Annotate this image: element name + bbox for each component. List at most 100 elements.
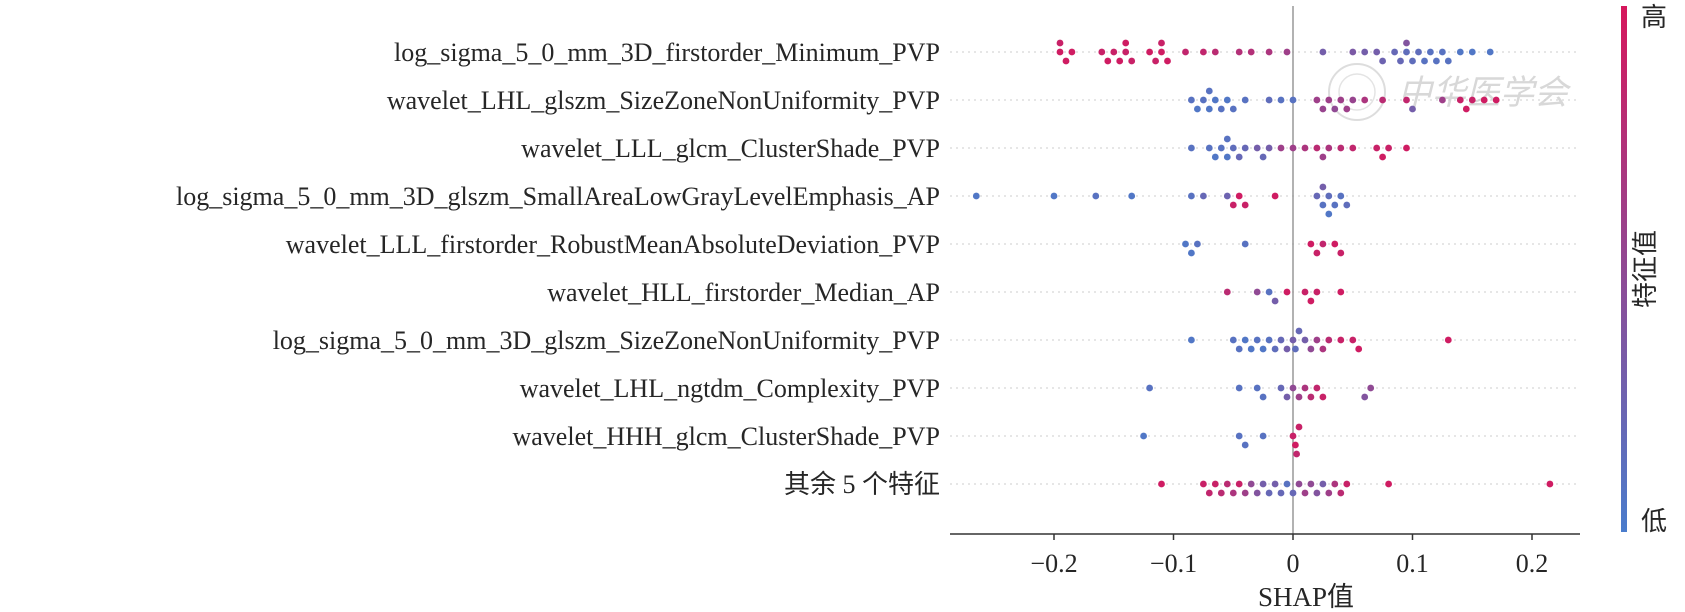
shap-point (1271, 297, 1279, 305)
shap-point (1331, 105, 1339, 113)
shap-point (1247, 345, 1255, 353)
watermark-seal (1328, 63, 1386, 121)
shap-point (1319, 153, 1327, 161)
shap-point (1385, 480, 1392, 488)
shap-point (1319, 201, 1327, 209)
shap-point (1265, 144, 1273, 152)
shap-point (1259, 153, 1267, 161)
shap-point (1456, 96, 1464, 104)
shap-point (1205, 87, 1213, 95)
x-tick-label: 0 (1287, 549, 1300, 578)
shap-point (1140, 432, 1147, 440)
shap-point (1379, 153, 1386, 161)
shap-point (1182, 48, 1189, 56)
shap-point (1307, 240, 1315, 248)
shap-point (1289, 336, 1297, 344)
x-tick-label: 0.1 (1396, 549, 1429, 578)
feature-label: wavelet_LLL_firstorder_RobustMeanAbsolut… (286, 230, 940, 259)
shap-point (1319, 480, 1327, 488)
shap-point (1289, 489, 1297, 497)
shap-point (1313, 96, 1321, 104)
shap-point (1403, 39, 1410, 47)
shap-point (1188, 336, 1195, 344)
shap-point (1235, 480, 1243, 488)
shap-point (1373, 144, 1381, 152)
shap-point (1200, 480, 1207, 488)
shap-point (1439, 96, 1446, 104)
shap-point (1223, 135, 1231, 143)
shap-point (1235, 48, 1243, 56)
shap-point (1301, 288, 1309, 296)
shap-point (1146, 384, 1153, 392)
shap-point (1241, 489, 1249, 497)
shap-point (1194, 105, 1201, 113)
shap-point (1325, 336, 1333, 344)
shap-point (1313, 489, 1321, 497)
shap-point (1439, 48, 1446, 56)
feature-label: log_sigma_5_0_mm_3D_firstorder_Minimum_P… (394, 38, 940, 67)
shap-point (1313, 144, 1321, 152)
shap-point (1277, 336, 1285, 344)
shap-point (1229, 336, 1237, 344)
shap-point (1188, 96, 1195, 104)
shap-point (1289, 96, 1297, 104)
shap-point (1235, 384, 1243, 392)
shap-point (1361, 48, 1369, 56)
shap-point (1116, 57, 1124, 65)
shap-point (1229, 489, 1237, 497)
shap-point (1283, 345, 1291, 353)
shap-point (1283, 393, 1291, 401)
shap-point (1241, 96, 1249, 104)
shap-point (1293, 450, 1300, 458)
shap-point (1349, 144, 1357, 152)
feature-label: 其余 5 个特征 (784, 470, 940, 499)
shap-point (1200, 192, 1207, 200)
shap-point (1301, 489, 1309, 497)
shap-point (1361, 96, 1369, 104)
shap-point (1092, 192, 1100, 200)
shap-point (1307, 297, 1315, 305)
shap-point (1444, 336, 1452, 344)
shap-point (1182, 240, 1189, 248)
shap-point (1444, 57, 1452, 65)
shap-point (1462, 105, 1470, 113)
shap-point (1158, 48, 1165, 56)
shap-point (1325, 144, 1333, 152)
watermark: 中华医学会 (1328, 63, 1572, 121)
shap-point (1319, 105, 1327, 113)
shap-point (1128, 192, 1136, 200)
watermark-text: 中华医学会 (1398, 73, 1572, 113)
shap-point (1229, 144, 1237, 152)
shap-point (1289, 432, 1297, 440)
shap-point (1283, 288, 1291, 296)
shap-point (1271, 192, 1279, 200)
shap-point (1211, 480, 1219, 488)
shap-point (1223, 288, 1231, 296)
shap-point (1337, 96, 1345, 104)
shap-point (1409, 57, 1416, 65)
row-gridlines (950, 51, 1580, 485)
shap-point (1331, 480, 1339, 488)
shap-point (1217, 144, 1225, 152)
shap-point (1259, 480, 1267, 488)
shap-point (1349, 96, 1357, 104)
shap-point (1373, 48, 1381, 56)
shap-point (1301, 336, 1309, 344)
shap-point (1253, 489, 1261, 497)
shap-point (1188, 192, 1195, 200)
shap-point (1468, 48, 1476, 56)
shap-point (1265, 96, 1273, 104)
shap-point (1200, 48, 1207, 56)
shap-point (1349, 48, 1357, 56)
shap-point (1247, 48, 1255, 56)
shap-point (1194, 240, 1201, 248)
shap-point (1331, 201, 1339, 209)
shap-point (1319, 48, 1327, 56)
shap-point (1271, 480, 1279, 488)
colorbar-high-label: 高 (1641, 3, 1667, 33)
shap-point (1337, 249, 1345, 257)
shap-point (1265, 336, 1273, 344)
shap-point (1158, 39, 1165, 47)
shap-point (1062, 57, 1070, 65)
